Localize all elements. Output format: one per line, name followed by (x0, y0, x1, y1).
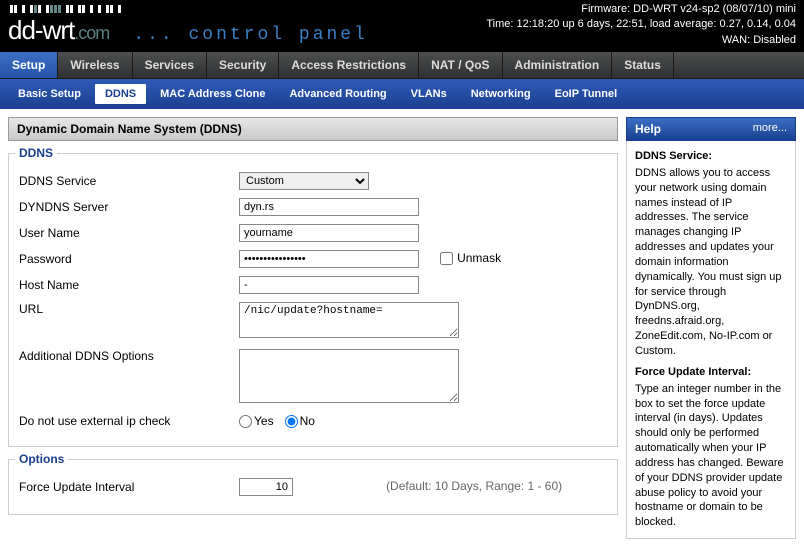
tab-security[interactable]: Security (207, 52, 279, 78)
ddns-fieldset: DDNS DDNS Service Custom DYNDNS Server U… (8, 153, 618, 447)
ddns-service-select[interactable]: Custom (239, 172, 369, 190)
extcheck-label: Do not use external ip check (19, 414, 239, 428)
firmware-line: Firmware: DD-WRT v24-sp2 (08/07/10) mini (486, 2, 796, 17)
tabs-main: SetupWirelessServicesSecurityAccess Rest… (0, 52, 804, 79)
tab-nat-qos[interactable]: NAT / QoS (419, 52, 502, 78)
additional-label: Additional DDNS Options (19, 349, 239, 363)
help-h2: Force Update Interval: (635, 365, 787, 380)
header-status: Firmware: DD-WRT v24-sp2 (08/07/10) mini… (486, 2, 796, 48)
tab-status[interactable]: Status (612, 52, 674, 78)
options-fieldset: Options Force Update Interval (Default: … (8, 459, 618, 515)
help-title: Help (635, 122, 661, 136)
extcheck-yes-radio[interactable] (239, 415, 252, 428)
tab-administration[interactable]: Administration (503, 52, 613, 78)
options-legend: Options (15, 452, 68, 466)
subtab-vlans[interactable]: VLANs (401, 84, 457, 104)
yes-label: Yes (254, 414, 274, 428)
subtab-mac-address-clone[interactable]: MAC Address Clone (150, 84, 275, 104)
help-p1: DDNS allows you to access your network u… (635, 166, 787, 359)
subtab-ddns[interactable]: DDNS (95, 84, 146, 104)
ddns-service-label: DDNS Service (19, 174, 239, 188)
wan-line: WAN: Disabled (486, 33, 796, 48)
hostname-label: Host Name (19, 278, 239, 292)
no-label: No (300, 414, 315, 428)
dyndns-server-label: DYNDNS Server (19, 200, 239, 214)
tab-setup[interactable]: Setup (0, 52, 58, 78)
username-input[interactable] (239, 224, 419, 242)
tab-services[interactable]: Services (133, 52, 207, 78)
control-panel-label: ... control panel (133, 25, 368, 45)
tab-wireless[interactable]: Wireless (58, 52, 132, 78)
content-wrapper: Dynamic Domain Name System (DDNS) DDNS D… (0, 109, 804, 547)
ddns-legend: DDNS (15, 146, 57, 160)
username-label: User Name (19, 226, 239, 240)
help-panel: Help more... DDNS Service: DDNS allows y… (626, 117, 796, 539)
hostname-input[interactable] (239, 276, 419, 294)
tabs-sub: Basic SetupDDNSMAC Address CloneAdvanced… (0, 79, 804, 109)
subtab-advanced-routing[interactable]: Advanced Routing (279, 84, 396, 104)
help-header: Help more... (626, 117, 796, 141)
logo: dd-wrt.com ... control panel (8, 5, 368, 46)
header: dd-wrt.com ... control panel Firmware: D… (0, 0, 804, 52)
force-interval-input[interactable] (239, 478, 293, 496)
time-line: Time: 12:18:20 up 6 days, 22:51, load av… (486, 17, 796, 32)
subtab-eoip-tunnel[interactable]: EoIP Tunnel (545, 84, 628, 104)
subtab-basic-setup[interactable]: Basic Setup (8, 84, 91, 104)
url-textarea[interactable]: /nic/update?hostname= (239, 302, 459, 338)
help-body: DDNS Service: DDNS allows you to access … (626, 141, 796, 539)
help-h1: DDNS Service: (635, 149, 787, 164)
help-more-link[interactable]: more... (753, 122, 787, 136)
subtab-networking[interactable]: Networking (461, 84, 541, 104)
logo-dots (10, 5, 368, 13)
extcheck-no-radio[interactable] (285, 415, 298, 428)
url-label: URL (19, 302, 239, 316)
dyndns-server-input[interactable] (239, 198, 419, 216)
logo-text: dd-wrt.com ... control panel (8, 15, 368, 46)
force-hint: (Default: 10 Days, Range: 1 - 60) (386, 479, 562, 493)
unmask-label: Unmask (457, 251, 501, 265)
password-input[interactable] (239, 250, 419, 268)
main-panel: Dynamic Domain Name System (DDNS) DDNS D… (8, 117, 618, 539)
tab-access-restrictions[interactable]: Access Restrictions (279, 52, 419, 78)
page-title: Dynamic Domain Name System (DDNS) (8, 117, 618, 141)
help-p2: Type an integer number in the box to set… (635, 382, 787, 530)
force-label: Force Update Interval (19, 480, 239, 494)
unmask-checkbox[interactable] (440, 252, 453, 265)
password-label: Password (19, 252, 239, 266)
additional-textarea[interactable] (239, 349, 459, 403)
